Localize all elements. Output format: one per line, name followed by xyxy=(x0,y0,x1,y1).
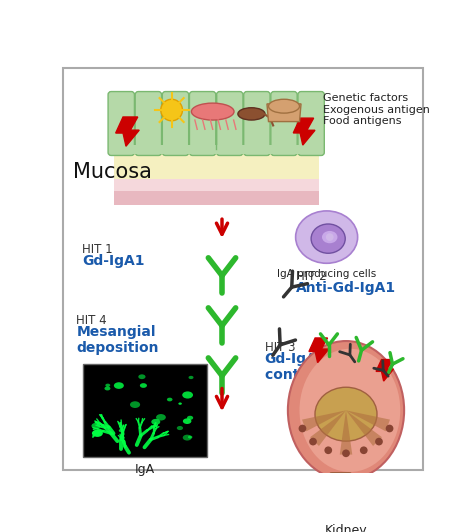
FancyBboxPatch shape xyxy=(135,92,162,155)
Ellipse shape xyxy=(191,103,234,120)
Ellipse shape xyxy=(105,384,110,387)
Text: Genetic factors
Exogenous antigen
Food antigens: Genetic factors Exogenous antigen Food a… xyxy=(323,93,429,126)
Ellipse shape xyxy=(187,415,193,420)
FancyBboxPatch shape xyxy=(271,92,297,155)
Bar xyxy=(113,179,319,195)
Ellipse shape xyxy=(92,430,103,437)
Ellipse shape xyxy=(138,375,146,379)
Circle shape xyxy=(161,99,182,121)
Polygon shape xyxy=(340,410,352,454)
FancyBboxPatch shape xyxy=(329,473,352,517)
Polygon shape xyxy=(346,410,382,446)
Polygon shape xyxy=(267,104,301,122)
Ellipse shape xyxy=(182,392,193,398)
FancyBboxPatch shape xyxy=(162,92,189,155)
Bar xyxy=(113,145,319,154)
Bar xyxy=(113,191,319,205)
Ellipse shape xyxy=(300,349,400,472)
Text: HIT 1: HIT 1 xyxy=(82,243,113,256)
Ellipse shape xyxy=(177,426,183,430)
Ellipse shape xyxy=(189,376,193,379)
Text: HIT 4: HIT 4 xyxy=(76,314,107,327)
Circle shape xyxy=(342,450,350,457)
Text: Mucosa: Mucosa xyxy=(73,162,152,181)
Ellipse shape xyxy=(183,418,191,424)
Text: IgA: IgA xyxy=(135,463,155,476)
Ellipse shape xyxy=(119,429,124,433)
Ellipse shape xyxy=(288,341,404,480)
Ellipse shape xyxy=(151,419,160,425)
Ellipse shape xyxy=(315,387,377,441)
Polygon shape xyxy=(302,410,346,431)
Text: HIT 3: HIT 3 xyxy=(264,341,295,354)
Ellipse shape xyxy=(322,231,337,243)
Circle shape xyxy=(299,425,306,433)
Text: Anti-Gd-IgA1: Anti-Gd-IgA1 xyxy=(296,281,396,295)
Polygon shape xyxy=(346,410,390,431)
Ellipse shape xyxy=(140,383,147,388)
Ellipse shape xyxy=(268,99,300,113)
Polygon shape xyxy=(310,410,346,446)
Ellipse shape xyxy=(311,224,345,253)
Ellipse shape xyxy=(296,211,357,263)
Text: Mesangial
deposition: Mesangial deposition xyxy=(76,325,159,355)
Ellipse shape xyxy=(188,436,192,438)
Ellipse shape xyxy=(167,398,173,401)
Polygon shape xyxy=(116,117,139,146)
Polygon shape xyxy=(309,338,329,363)
FancyBboxPatch shape xyxy=(244,92,270,155)
Ellipse shape xyxy=(114,383,124,389)
Circle shape xyxy=(386,425,393,433)
FancyBboxPatch shape xyxy=(298,92,324,155)
Circle shape xyxy=(375,438,383,445)
Text: HIT 2: HIT 2 xyxy=(296,270,326,283)
Circle shape xyxy=(309,438,317,445)
Bar xyxy=(82,364,207,456)
Ellipse shape xyxy=(104,386,110,390)
Bar xyxy=(113,145,319,191)
Circle shape xyxy=(324,446,332,454)
Polygon shape xyxy=(293,118,315,145)
Text: Kidney: Kidney xyxy=(325,525,367,532)
FancyBboxPatch shape xyxy=(108,92,135,155)
Ellipse shape xyxy=(91,423,100,429)
Text: Gd-IgA1
containing IC: Gd-IgA1 containing IC xyxy=(264,352,368,382)
Ellipse shape xyxy=(156,414,166,420)
Ellipse shape xyxy=(238,107,265,120)
Circle shape xyxy=(326,233,334,241)
Polygon shape xyxy=(376,360,393,381)
Ellipse shape xyxy=(183,435,191,440)
FancyBboxPatch shape xyxy=(217,92,243,155)
Ellipse shape xyxy=(130,401,140,408)
Circle shape xyxy=(360,446,368,454)
Text: IgA producing cells: IgA producing cells xyxy=(277,269,376,279)
FancyBboxPatch shape xyxy=(190,92,216,155)
FancyBboxPatch shape xyxy=(63,68,423,470)
Text: Gd-IgA1: Gd-IgA1 xyxy=(82,254,145,268)
Ellipse shape xyxy=(178,403,182,405)
